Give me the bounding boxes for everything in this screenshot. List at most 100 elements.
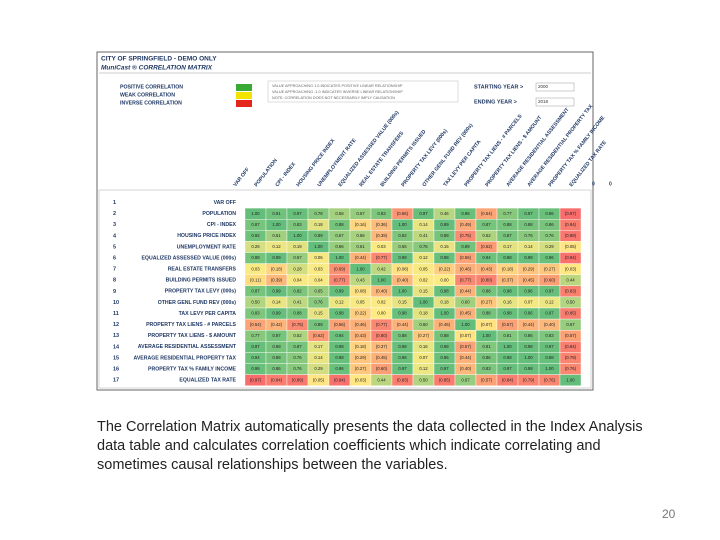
cell-value: 1.00	[251, 211, 260, 216]
cell-value: 0.96	[524, 288, 533, 293]
cell-value: (0.80)	[376, 333, 388, 338]
cell-value: (0.22)	[355, 311, 367, 316]
start-year-dropdown[interactable]	[535, 82, 575, 92]
cell-value: 0.88	[440, 233, 449, 238]
cell-value: 0.88	[272, 355, 281, 360]
cell-value: 0.86	[482, 355, 491, 360]
cell-value: 0.44	[566, 277, 575, 282]
end-year-value: 2018	[538, 99, 549, 104]
cell-value: 0.97	[251, 344, 260, 349]
cell-value: 0.07	[419, 355, 428, 360]
cell-value: 0.98	[440, 255, 449, 260]
cell-value: 0.28	[293, 266, 302, 271]
cell-value: 0.03	[314, 266, 323, 271]
cell-value: (0.44)	[460, 288, 472, 293]
cell-value: (0.97)	[250, 377, 262, 382]
row-number: 14	[113, 344, 120, 350]
cell-value: (0.18)	[271, 266, 283, 271]
cell-value: 0.98	[503, 255, 512, 260]
cell-value: (0.07)	[460, 333, 472, 338]
cell-value: (0.62)	[313, 333, 325, 338]
matrix-cell	[559, 374, 582, 386]
cell-value: 0.76	[314, 300, 323, 305]
cell-value: 0.15	[398, 300, 407, 305]
cell-value: 0.96	[461, 211, 470, 216]
cell-value: (0.84)	[565, 344, 577, 349]
cell-value: (0.16)	[355, 222, 367, 227]
cell-value: 0.03	[251, 266, 260, 271]
row-number: 15	[113, 355, 119, 361]
cell-value: 0.29	[545, 244, 554, 249]
cell-value: (0.11)	[250, 277, 261, 282]
cell-value: (0.83)	[565, 288, 577, 293]
cell-value: 0.98	[503, 288, 512, 293]
row-label: OTHER GENL FUND REV (000s)	[158, 300, 237, 306]
cell-value: 0.86	[524, 333, 533, 338]
cell-value: (0.84)	[565, 222, 577, 227]
cell-value: (0.43)	[355, 333, 367, 338]
cell-value: 0.00	[440, 277, 449, 282]
cell-value: 0.87	[251, 222, 260, 227]
cell-value: 0.98	[503, 311, 512, 316]
cell-value: 0.50	[566, 300, 575, 305]
cell-value: (0.40)	[397, 277, 409, 282]
cell-value: (0.83)	[397, 377, 409, 382]
cell-value: 0.94	[482, 255, 491, 260]
cell-value: 0.82	[398, 233, 407, 238]
row-label: EQUALIZED TAX RATE	[179, 378, 236, 384]
cell-value: 0.99	[440, 222, 449, 227]
cell-value: 0.02	[377, 300, 386, 305]
cell-value: 0.14	[419, 222, 428, 227]
cell-value: 0.12	[419, 255, 428, 260]
trailing-header: 0	[609, 181, 612, 187]
cell-value: 0.98	[440, 344, 449, 349]
cell-value: 0.15	[314, 311, 323, 316]
cell-value: (0.43)	[481, 266, 493, 271]
cell-value: 0.99	[272, 288, 281, 293]
cell-value: 0.17	[314, 344, 323, 349]
row-label: AVERAGE RESIDENTIAL PROPERTY TAX	[133, 355, 236, 361]
row-label: REAL ESTATE TRANSFERS	[168, 267, 237, 273]
cell-value: 0.99	[272, 311, 281, 316]
cell-value: 0.98	[335, 355, 344, 360]
cell-value: (0.76)	[544, 377, 556, 382]
cell-value: 0.86	[545, 222, 554, 227]
cell-value: (0.45)	[460, 311, 472, 316]
cell-value: 1.00	[503, 344, 512, 349]
end-year-dropdown[interactable]	[535, 97, 575, 107]
cell-value: (0.85)	[565, 311, 577, 316]
cell-value: 0.44	[377, 377, 386, 382]
cell-value: 0.04	[314, 277, 323, 282]
cell-value: 0.06	[314, 255, 323, 260]
cell-value: (0.08)	[355, 288, 367, 293]
cell-value: 0.46	[440, 211, 449, 216]
cell-value: 0.15	[419, 288, 428, 293]
cell-value: (0.29)	[523, 266, 535, 271]
cell-value: 0.67	[461, 377, 470, 382]
cell-value: 0.04	[293, 277, 302, 282]
cell-value: 0.97	[419, 211, 428, 216]
cell-value: (0.84)	[271, 377, 283, 382]
cell-value: 0.12	[272, 244, 281, 249]
cell-value: (0.03)	[355, 377, 367, 382]
cell-value: (0.79)	[565, 355, 577, 360]
cell-value: (0.44)	[460, 355, 472, 360]
cell-value: 0.18	[440, 300, 449, 305]
row-label: PROPERTY TAX LIENS - # PARCELS	[146, 322, 236, 328]
cell-value: 0.16	[419, 344, 428, 349]
end-year-label: ENDING YEAR >	[474, 99, 517, 105]
cell-value: 0.18	[419, 311, 428, 316]
row-number: 1	[113, 200, 116, 206]
cell-value: 1.00	[398, 288, 407, 293]
cell-value: 0.41	[293, 300, 302, 305]
cell-value: 0.00	[377, 311, 386, 316]
cell-value: (0.40)	[376, 288, 388, 293]
cell-value: 1.00	[482, 333, 491, 338]
cell-value: (0.46)	[460, 266, 472, 271]
cell-value: (0.27)	[481, 300, 493, 305]
cell-value: (0.57)	[481, 377, 493, 382]
cell-value: 0.81	[503, 333, 512, 338]
row-label: HOUSING PRICE INDEX	[177, 233, 236, 239]
screenshot-subtitle: MuniCast ® CORRELATION MATRIX	[101, 64, 213, 72]
cell-value: 0.67	[335, 233, 344, 238]
